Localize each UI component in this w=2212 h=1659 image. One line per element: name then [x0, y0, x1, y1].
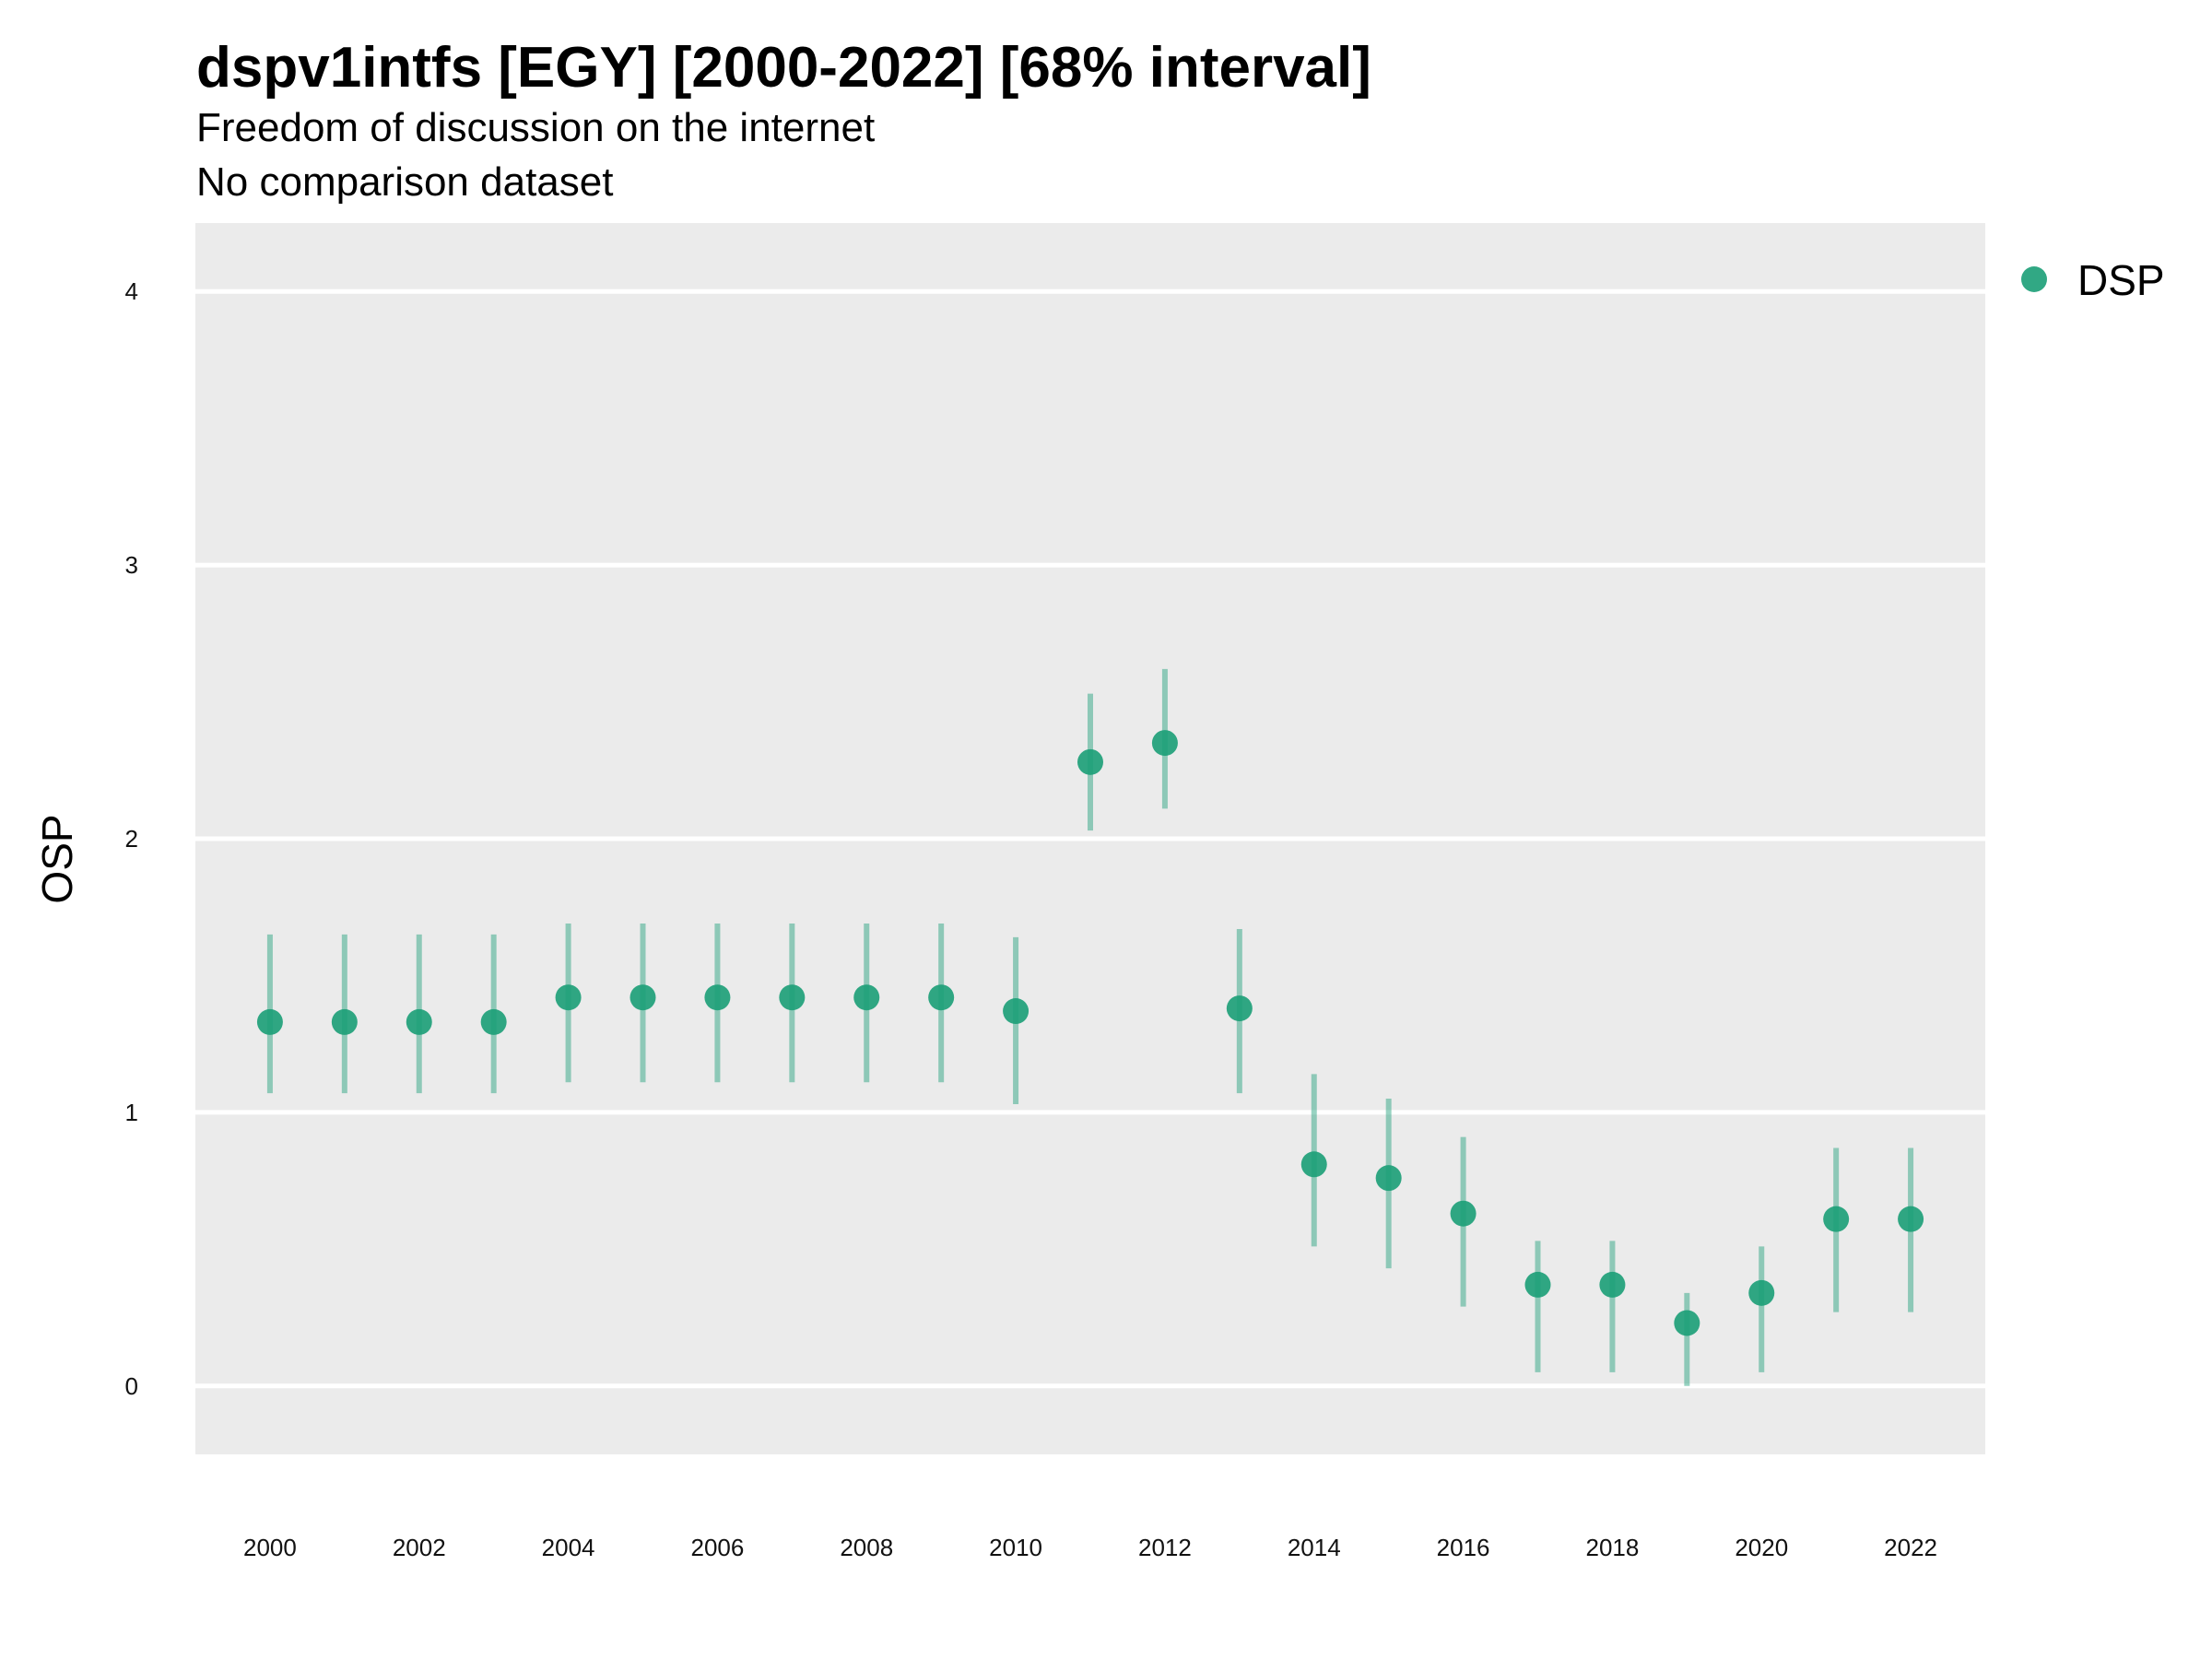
- data-point-2016: [1450, 1200, 1477, 1227]
- legend-label-dsp: DSP: [2077, 256, 2165, 304]
- x-axis-ticks: 2000 2002 2004 2006 2008 2010 2012 2014 2016 2018…: [243, 1534, 1937, 1561]
- data-point-2000: [256, 1008, 283, 1035]
- y-axis-ticks: 0 1 2 3 4: [125, 277, 138, 1400]
- y-tick-label-2: 2: [125, 825, 138, 853]
- data-point-2004: [555, 984, 582, 1011]
- legend-marker-dsp: [2021, 266, 2047, 292]
- data-point-2021: [1823, 1206, 1850, 1232]
- y-axis-label: OSP: [33, 814, 81, 903]
- y-tick-label-4: 4: [125, 277, 138, 305]
- chart-subtitle-secondary: No comparison dataset: [196, 159, 614, 205]
- data-point-2006: [704, 984, 731, 1011]
- legend: DSP: [2021, 256, 2165, 304]
- x-tick-label-2020: 2020: [1735, 1534, 1788, 1561]
- data-point-2005: [629, 984, 656, 1011]
- data-point-2019: [1674, 1310, 1700, 1336]
- x-tick-label-2018: 2018: [1585, 1534, 1639, 1561]
- x-tick-label-2012: 2012: [1138, 1534, 1192, 1561]
- data-point-2011: [1077, 748, 1103, 775]
- data-point-2001: [331, 1008, 358, 1035]
- grid-lines: [195, 288, 1985, 1389]
- data-point-2007: [779, 984, 806, 1011]
- x-tick-label-2022: 2022: [1884, 1534, 1937, 1561]
- x-tick-label-2014: 2014: [1288, 1534, 1341, 1561]
- data-point-2010: [1003, 998, 1030, 1025]
- chart-subtitle: Freedom of discussion on the internet: [196, 105, 876, 150]
- x-tick-label-2006: 2006: [690, 1534, 744, 1561]
- data-point-2013: [1226, 995, 1253, 1022]
- data-point-2020: [1748, 1279, 1775, 1306]
- x-tick-label-2004: 2004: [542, 1534, 595, 1561]
- data-points: [256, 730, 1924, 1336]
- data-point-2022: [1898, 1206, 1924, 1232]
- x-tick-label-2000: 2000: [243, 1534, 297, 1561]
- x-tick-label-2002: 2002: [393, 1534, 446, 1561]
- x-tick-label-2016: 2016: [1437, 1534, 1490, 1561]
- chart-title: dspv1intfs [EGY] [2000-2022] [68% interv…: [196, 36, 1371, 100]
- data-point-2017: [1524, 1271, 1551, 1298]
- y-tick-label-1: 1: [125, 1099, 138, 1126]
- y-tick-label-0: 0: [125, 1372, 138, 1400]
- data-point-2002: [406, 1008, 432, 1035]
- y-tick-label-3: 3: [125, 551, 138, 579]
- data-point-2014: [1300, 1151, 1327, 1178]
- x-tick-label-2008: 2008: [840, 1534, 893, 1561]
- data-point-2009: [928, 984, 955, 1011]
- data-point-2015: [1375, 1165, 1402, 1192]
- data-point-2008: [853, 984, 880, 1011]
- data-point-2003: [480, 1008, 507, 1035]
- data-point-2012: [1151, 730, 1178, 757]
- x-tick-label-2010: 2010: [989, 1534, 1042, 1561]
- data-point-2018: [1599, 1271, 1626, 1298]
